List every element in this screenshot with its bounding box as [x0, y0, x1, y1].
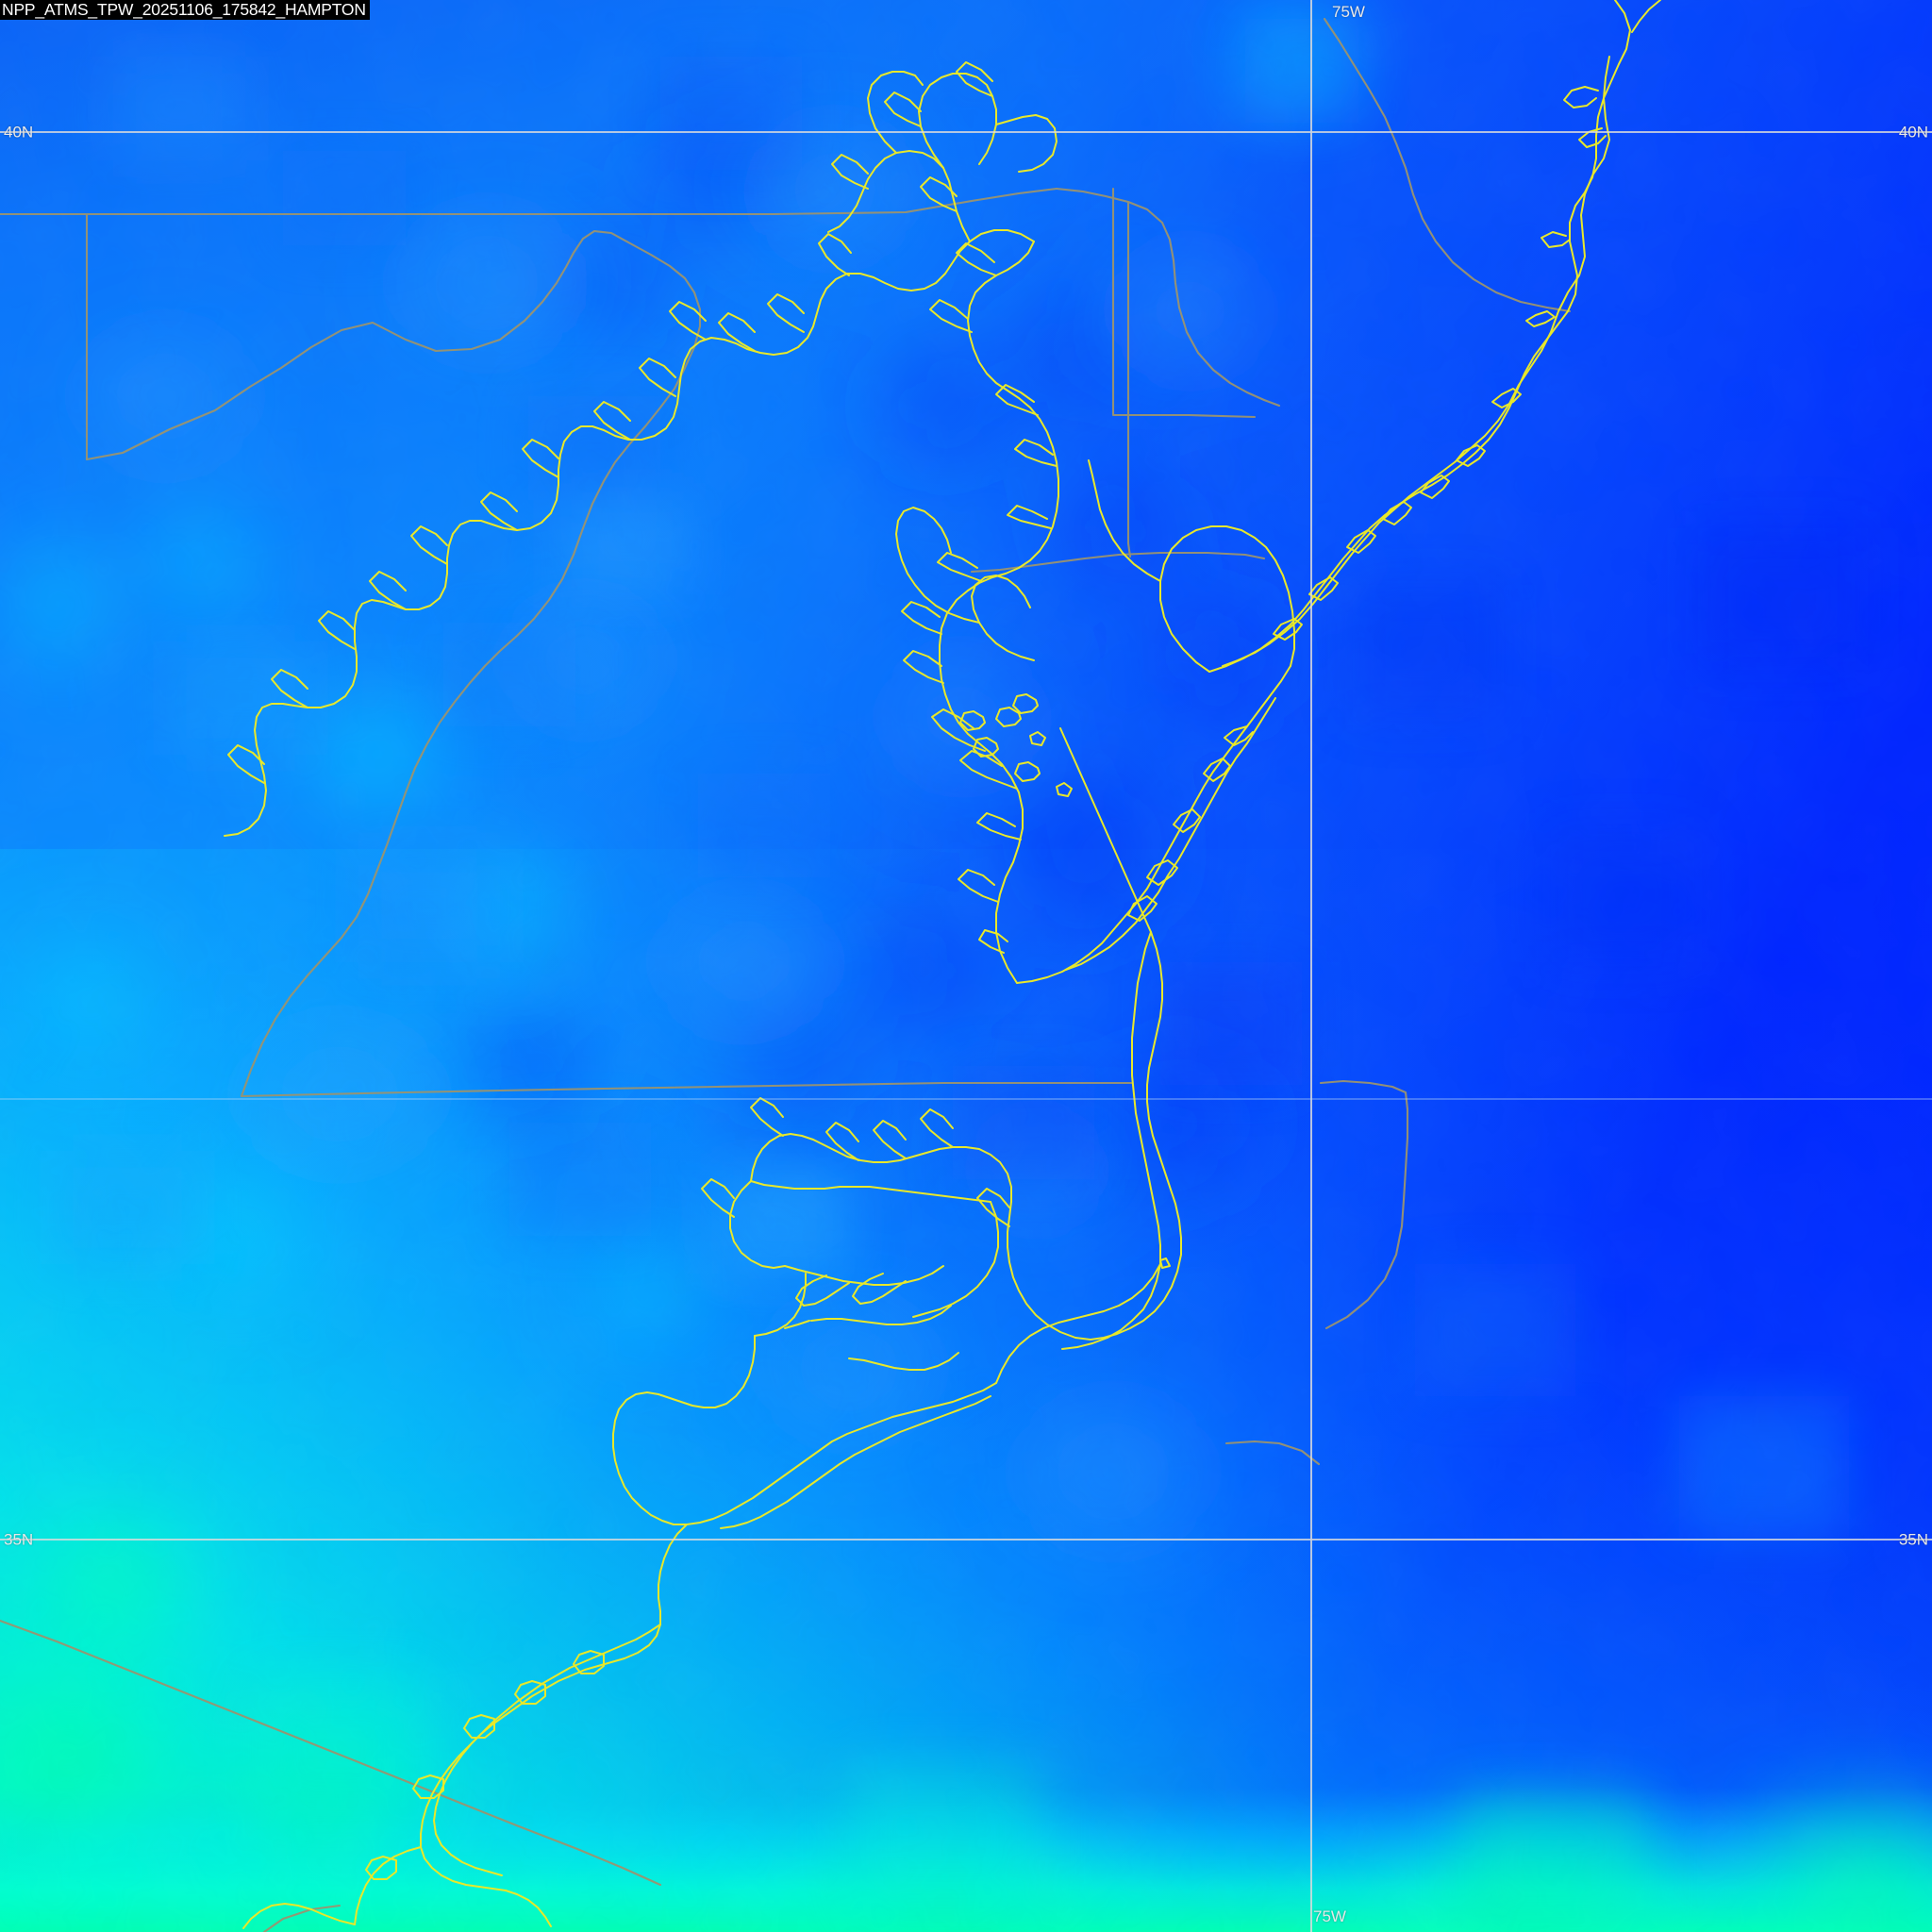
state-borders [0, 17, 1572, 1932]
lon-label-75w-top: 75W [1332, 3, 1365, 21]
lat-label-40n-right: 40N [1898, 123, 1928, 142]
lon-label-75w-bottom: 75W [1313, 1907, 1346, 1925]
lat-label-35n-right: 35N [1898, 1530, 1928, 1549]
lat-label-40n-left: 40N [4, 123, 34, 142]
lat-label-35n-left: 35N [4, 1530, 34, 1549]
coastlines [224, 0, 1661, 1929]
product-title-label: NPP_ATMS_TPW_20251106_175842_HAMPTON [0, 0, 370, 20]
